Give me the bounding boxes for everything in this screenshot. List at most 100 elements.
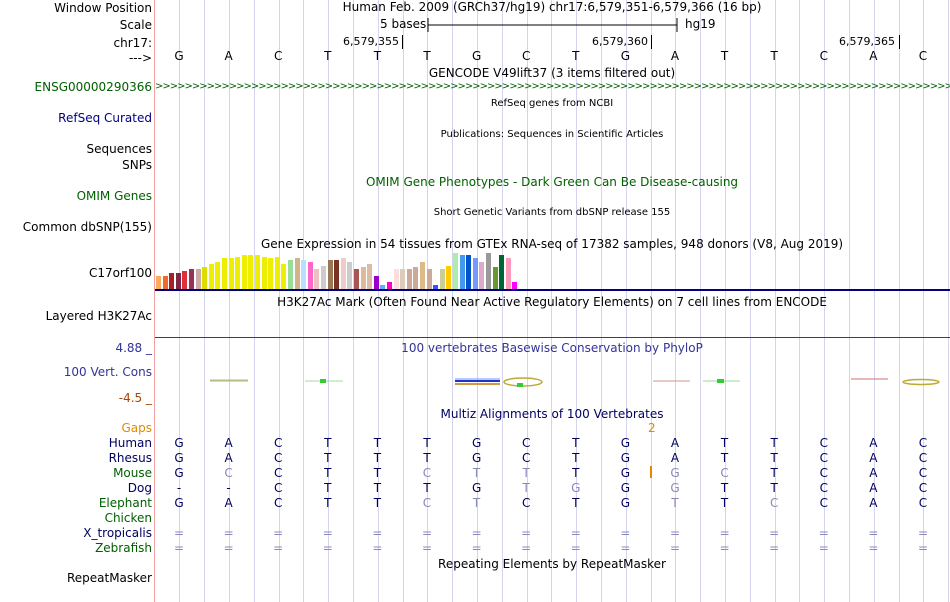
refseq-label[interactable]: RefSeq Curated bbox=[58, 111, 152, 125]
alignment-base: T bbox=[770, 451, 778, 465]
gtex-tissue-bar[interactable] bbox=[202, 267, 208, 289]
gtex-tissue-bar[interactable] bbox=[453, 253, 458, 289]
gtex-tissue-bar[interactable] bbox=[380, 285, 386, 289]
species-zebrafish-label[interactable]: Zebrafish bbox=[95, 541, 152, 555]
species-mouse-label[interactable]: Mouse bbox=[113, 466, 152, 480]
gencode-gene-feature[interactable]: >>>>>>>>>>>>>>>>>>>>>>>>>>>>>>>>>>>>>>>>… bbox=[155, 81, 950, 92]
gencode-label[interactable]: ENSG00000290366 bbox=[34, 80, 152, 94]
gtex-tissue-bar[interactable] bbox=[281, 263, 287, 289]
gtex-tissue-bar[interactable] bbox=[439, 269, 445, 289]
gtex-tissue-bar[interactable] bbox=[288, 260, 293, 289]
gtex-tissue-bar[interactable] bbox=[248, 254, 254, 289]
gtex-tissue-bar[interactable] bbox=[373, 276, 379, 289]
gtex-tissue-bar[interactable] bbox=[446, 265, 452, 289]
gtex-tissue-bar[interactable] bbox=[169, 272, 175, 289]
window-position-label[interactable]: Window Position bbox=[54, 1, 152, 15]
gtex-tissue-bar[interactable] bbox=[255, 254, 260, 289]
gtex-tissue-bar[interactable] bbox=[360, 267, 366, 289]
gtex-tissue-bar[interactable] bbox=[182, 271, 188, 289]
label-divider bbox=[154, 0, 155, 602]
reference-base: C bbox=[819, 49, 828, 63]
phylop-conservation-plot[interactable] bbox=[155, 372, 950, 390]
gtex-tissue-bar[interactable] bbox=[479, 262, 485, 289]
species-elephant-label[interactable]: Elephant bbox=[98, 496, 152, 510]
cons-label[interactable]: 100 Vert. Cons bbox=[63, 365, 152, 379]
gtex-tissue-bar[interactable] bbox=[400, 269, 406, 289]
gtex-tissue-bar[interactable] bbox=[261, 256, 267, 289]
alignment-base: C bbox=[521, 451, 531, 465]
gtex-tissue-bar[interactable] bbox=[268, 258, 274, 289]
alignment-base: = bbox=[769, 541, 780, 555]
gtex-tissue-bar[interactable] bbox=[459, 254, 465, 289]
gtex-tissue-bar[interactable] bbox=[486, 253, 491, 289]
snps-label[interactable]: SNPs bbox=[122, 158, 152, 172]
alignment-base: = bbox=[223, 541, 234, 555]
species-human-label[interactable]: Human bbox=[108, 436, 152, 450]
gtex-tissue-bar[interactable] bbox=[208, 263, 214, 289]
gtex-tissue-bar[interactable] bbox=[307, 262, 313, 289]
gtex-tissue-bar[interactable] bbox=[387, 281, 392, 289]
gtex-tissue-bar[interactable] bbox=[499, 254, 505, 289]
h3k27ac-label[interactable]: Layered H3K27Ac bbox=[45, 309, 152, 323]
gtex-tissue-bar[interactable] bbox=[367, 263, 373, 289]
species-chicken-label[interactable]: Chicken bbox=[104, 511, 152, 525]
species-xtropicalis-label[interactable]: X_tropicalis bbox=[83, 526, 152, 540]
gtex-tissue-bar[interactable] bbox=[327, 260, 333, 289]
gtex-tissue-bar[interactable] bbox=[334, 260, 340, 289]
omim-label[interactable]: OMIM Genes bbox=[76, 189, 152, 203]
gtex-tissue-bar[interactable] bbox=[413, 267, 419, 289]
species-dog-label[interactable]: Dog bbox=[127, 481, 152, 495]
gtex-label[interactable]: C17orf100 bbox=[88, 266, 152, 280]
alignment-base: G bbox=[174, 436, 184, 450]
alignment-base: C bbox=[422, 496, 432, 510]
scale-label[interactable]: Scale bbox=[119, 18, 152, 32]
gtex-tissue-bar[interactable] bbox=[505, 258, 511, 289]
gtex-tissue-bar[interactable] bbox=[195, 269, 201, 289]
gtex-tissue-bar[interactable] bbox=[228, 258, 234, 289]
gaps-label[interactable]: Gaps bbox=[121, 421, 152, 435]
reference-base: T bbox=[373, 49, 382, 63]
gtex-tissue-bar[interactable] bbox=[393, 269, 399, 289]
gtex-tissue-bar[interactable] bbox=[175, 272, 181, 289]
gap-count[interactable]: 2 bbox=[648, 421, 656, 435]
gtex-tissue-bar[interactable] bbox=[241, 254, 247, 289]
sequences-label[interactable]: Sequences bbox=[86, 142, 152, 156]
dbsnp-label[interactable]: Common dbSNP(155) bbox=[22, 220, 152, 234]
gtex-tissue-bar[interactable] bbox=[321, 265, 326, 289]
strand-arrows-label[interactable]: ---> bbox=[128, 51, 152, 65]
alignment-base: A bbox=[869, 436, 878, 450]
gtex-tissue-bar[interactable] bbox=[314, 269, 320, 289]
gtex-tissue-bar[interactable] bbox=[512, 281, 518, 289]
grid-line bbox=[576, 0, 578, 602]
repeatmasker-label[interactable]: RepeatMasker bbox=[66, 571, 152, 585]
track-image-panel[interactable]: Human Feb. 2009 (GRCh37/hg19) chr17:6,57… bbox=[155, 0, 950, 602]
gtex-tissue-bar[interactable] bbox=[420, 262, 425, 289]
gtex-tissue-bar[interactable] bbox=[347, 262, 353, 289]
gtex-tissue-bar[interactable] bbox=[340, 258, 346, 289]
gtex-tissue-bar[interactable] bbox=[472, 258, 478, 289]
gtex-tissue-bar[interactable] bbox=[156, 276, 161, 289]
gtex-tissue-bar[interactable] bbox=[466, 254, 472, 289]
gtex-tissue-bar[interactable] bbox=[215, 262, 221, 289]
gtex-tissue-bar[interactable] bbox=[189, 269, 194, 289]
alignment-base: G bbox=[620, 481, 631, 495]
gtex-tissue-bar[interactable] bbox=[222, 258, 227, 289]
gtex-tissue-bar[interactable] bbox=[354, 269, 359, 289]
gtex-tissue-bar[interactable] bbox=[426, 269, 432, 289]
alignment-base: = bbox=[322, 541, 333, 555]
grid-line bbox=[774, 0, 776, 602]
alignment-base: - bbox=[176, 481, 182, 495]
gtex-tissue-bar[interactable] bbox=[406, 269, 412, 289]
gtex-tissue-bar[interactable] bbox=[492, 267, 498, 289]
gtex-tissue-bar[interactable] bbox=[162, 276, 168, 289]
gtex-tissue-bar[interactable] bbox=[274, 256, 280, 289]
species-rhesus-label[interactable]: Rhesus bbox=[108, 451, 152, 465]
gtex-tissue-bar[interactable] bbox=[301, 260, 307, 289]
gtex-tissue-bar[interactable] bbox=[235, 256, 241, 289]
gtex-tissue-bar[interactable] bbox=[294, 258, 300, 289]
reference-base: T bbox=[770, 49, 778, 63]
grid-line bbox=[700, 0, 702, 602]
gtex-tissue-bar[interactable] bbox=[433, 285, 439, 289]
chrom-label[interactable]: chr17: bbox=[113, 36, 152, 50]
gap-marker[interactable] bbox=[650, 466, 652, 478]
